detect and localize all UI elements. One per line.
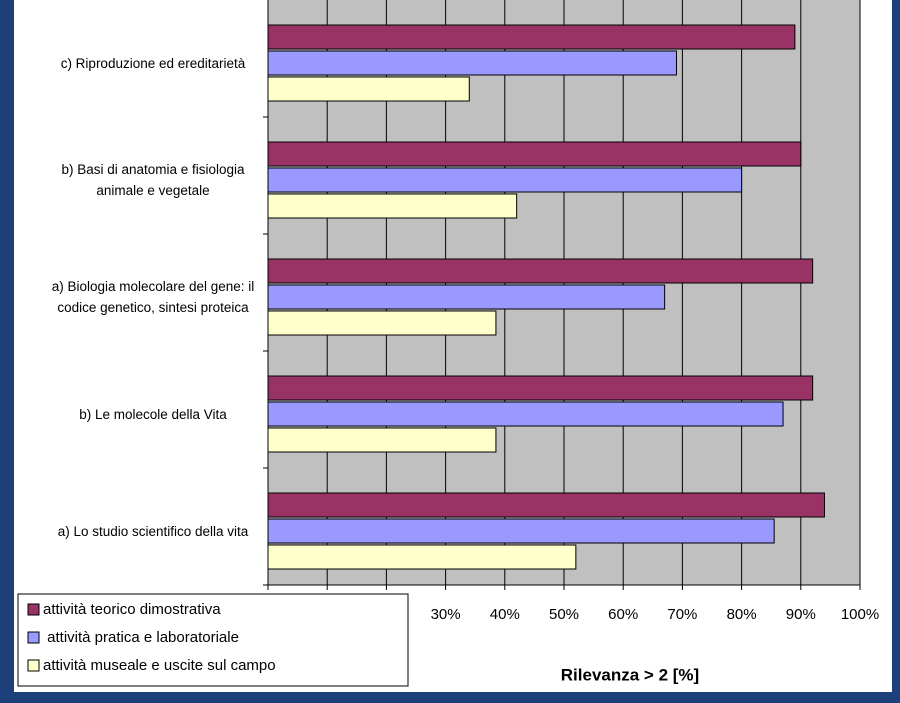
bar [267, 427, 497, 453]
bar [267, 518, 775, 544]
legend-box [17, 593, 409, 687]
x-tick-label: 100% [841, 606, 879, 623]
x-tick-label: 40% [490, 606, 520, 623]
category-label: a) Lo studio scientifico della vita [57, 523, 249, 539]
bar [267, 492, 825, 518]
x-tick-label: 30% [431, 606, 461, 623]
category-label: b) Le molecole della Vita [79, 406, 227, 422]
legend-swatch [27, 631, 40, 644]
x-tick-label: 60% [608, 606, 638, 623]
x-tick-label: 50% [549, 606, 579, 623]
bar [267, 310, 497, 336]
x-tick-label: 70% [667, 606, 697, 623]
category-label: a) Biologia molecolare del gene: il codi… [51, 279, 255, 315]
category-label: c) Riproduzione ed ereditarietà [60, 55, 246, 71]
bar [267, 50, 677, 76]
bar [267, 167, 743, 193]
bar [267, 193, 518, 219]
chart-svg: 30% 40% 50% 60% 70% 80% 90% 100% Rilevanza > 2 [… [17, 0, 879, 687]
x-axis-title: Rilevanza > 2 [%] [561, 665, 699, 684]
bar [267, 24, 796, 50]
bar [267, 284, 666, 310]
bar [267, 375, 814, 401]
x-tick-label: 80% [727, 606, 757, 623]
bar [267, 258, 814, 284]
chart: 30% 40% 50% 60% 70% 80% 90% 100% Rilevanza > 2 [… [14, 0, 892, 692]
bar [267, 544, 577, 570]
legend-label: attività museale e uscite sul campo [43, 657, 276, 674]
legend-label: attività pratica e laboratoriale [43, 629, 239, 646]
category-label: b) Basi di anatomia e fisiologia animale… [61, 162, 245, 198]
x-tick-label: 90% [786, 606, 816, 623]
legend-label: attività teorico dimostrativa [43, 601, 221, 618]
bar [267, 76, 470, 102]
bar [267, 401, 784, 427]
legend-swatch [27, 659, 40, 672]
legend-swatch [27, 603, 40, 616]
bar [267, 141, 802, 167]
